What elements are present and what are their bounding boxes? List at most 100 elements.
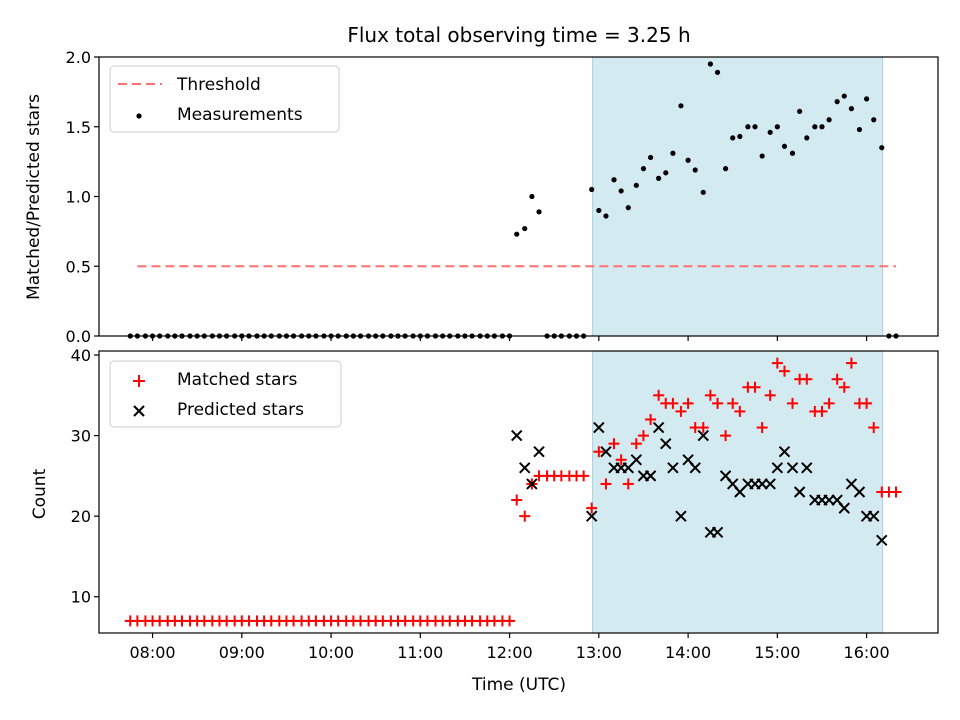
x-tick-label: 13:00 <box>576 643 622 662</box>
predicted-star-point <box>652 421 665 434</box>
x-tick-label: 15:00 <box>754 643 800 662</box>
matched-star-point <box>593 446 605 458</box>
top-highlight-band <box>592 56 884 337</box>
bottom-x-ticks: 08:00 09:00 10:00 11:00 12:00 13:00 14:00 15:00… <box>129 633 890 662</box>
legend-matched-marker <box>133 375 145 387</box>
matched-star-point <box>756 422 768 434</box>
matched-star-point <box>578 470 590 482</box>
measurement-point <box>774 124 780 130</box>
matched-star-point <box>675 405 687 417</box>
predicted-star-point <box>675 510 687 522</box>
x-axis-label: Time (UTC) <box>471 675 566 695</box>
predicted-star-point <box>630 454 643 466</box>
measurement-point <box>529 193 535 200</box>
predicted-star-point <box>511 429 523 442</box>
measurement-point <box>737 133 743 140</box>
measurement-point <box>752 124 758 130</box>
predicted-star-point <box>644 470 657 482</box>
x-tick-label: 16:00 <box>844 643 890 662</box>
measurement-point <box>656 175 662 181</box>
measurement-point <box>781 143 788 149</box>
bottom-legend-box <box>109 360 342 428</box>
matched-star-point <box>653 389 665 401</box>
bottom-ylabel: Count <box>30 468 50 519</box>
predicted-star-point <box>838 502 850 514</box>
measurement-point <box>611 177 617 183</box>
bottom-ytick-label: 30 <box>71 427 91 446</box>
predicted-star-point <box>689 462 701 474</box>
predicted-star-point <box>876 534 888 547</box>
predicted-star-point <box>697 429 709 442</box>
x-tick-label: 10:00 <box>308 643 354 662</box>
measurement-point <box>700 189 706 195</box>
predicted-star-point <box>771 462 784 474</box>
measurement-point <box>856 126 863 133</box>
measurement-point <box>663 170 669 176</box>
matched-star-point <box>586 502 598 514</box>
measurement-point <box>625 205 631 211</box>
matched-star-point <box>712 397 724 409</box>
matched-star-point <box>823 397 835 409</box>
matched-star-point <box>816 405 828 417</box>
matched-star-point <box>890 486 902 498</box>
matched-star-point <box>720 430 732 442</box>
matched-star-point <box>511 494 523 506</box>
measurement-point <box>797 108 803 115</box>
measurement-point <box>759 153 765 159</box>
measurement-point <box>826 117 832 123</box>
measurement-point <box>767 129 773 135</box>
bottom-marks <box>124 357 902 627</box>
legend-matched-label: Matched stars <box>177 370 297 390</box>
measurement-point <box>804 135 810 141</box>
top-ytick-label: 0.5 <box>66 257 91 276</box>
matched-star-point <box>831 373 843 385</box>
predicted-star-point <box>786 462 799 474</box>
predicted-star-point <box>764 478 776 490</box>
measurement-point <box>871 117 877 123</box>
measurement-point <box>707 61 713 67</box>
measurement-point <box>819 124 825 130</box>
measurement-point <box>722 166 729 172</box>
bottom-highlight-band <box>592 350 884 634</box>
legend-measurements-label: Measurements <box>177 105 303 125</box>
matched-star-point <box>682 397 694 409</box>
matched-star-point <box>645 413 657 425</box>
top-ytick-label: 1.5 <box>66 118 91 137</box>
measurement-point <box>789 150 796 156</box>
top-legend-box <box>109 65 340 133</box>
x-tick-label: 14:00 <box>665 643 711 662</box>
measurement-point <box>812 124 818 130</box>
predicted-star-point <box>526 478 538 490</box>
bottom-panel: 10 20 30 40 08:00 09:00 10:00 11:00 12:00 13:00 1… <box>30 346 939 695</box>
matched-star-point <box>764 389 776 401</box>
matched-star-point <box>697 422 709 434</box>
top-legend: Threshold Measurements <box>109 65 340 133</box>
measurement-point <box>841 93 847 99</box>
measurement-point <box>596 207 602 214</box>
predicted-star-point <box>600 446 612 458</box>
predicted-star-point <box>793 486 806 498</box>
predicted-star-point <box>853 486 866 498</box>
bottom-y-ticks: 10 20 30 40 <box>71 346 99 607</box>
predicted-star-point <box>585 510 598 522</box>
measurement-point <box>678 103 684 109</box>
legend-predicted-marker <box>133 405 145 417</box>
measurement-point <box>745 124 751 130</box>
predicted-star-point <box>868 510 880 522</box>
legend-predicted-label: Predicted stars <box>177 400 304 420</box>
matched-star-point <box>600 478 612 490</box>
matched-star-point <box>667 397 679 409</box>
measurement-point <box>670 150 676 156</box>
top-ylabel: Matched/Predicted stars <box>24 94 44 300</box>
measurement-point <box>536 209 542 215</box>
predicted-star-point <box>711 526 724 538</box>
matched-star-point <box>778 365 790 377</box>
legend-threshold-label: Threshold <box>176 75 261 95</box>
matched-star-point <box>771 357 783 369</box>
matched-star-point <box>868 422 880 434</box>
matched-star-point <box>734 405 746 417</box>
matched-star-point <box>787 397 799 409</box>
x-tick-label: 08:00 <box>129 643 175 662</box>
measurement-point <box>514 231 520 237</box>
